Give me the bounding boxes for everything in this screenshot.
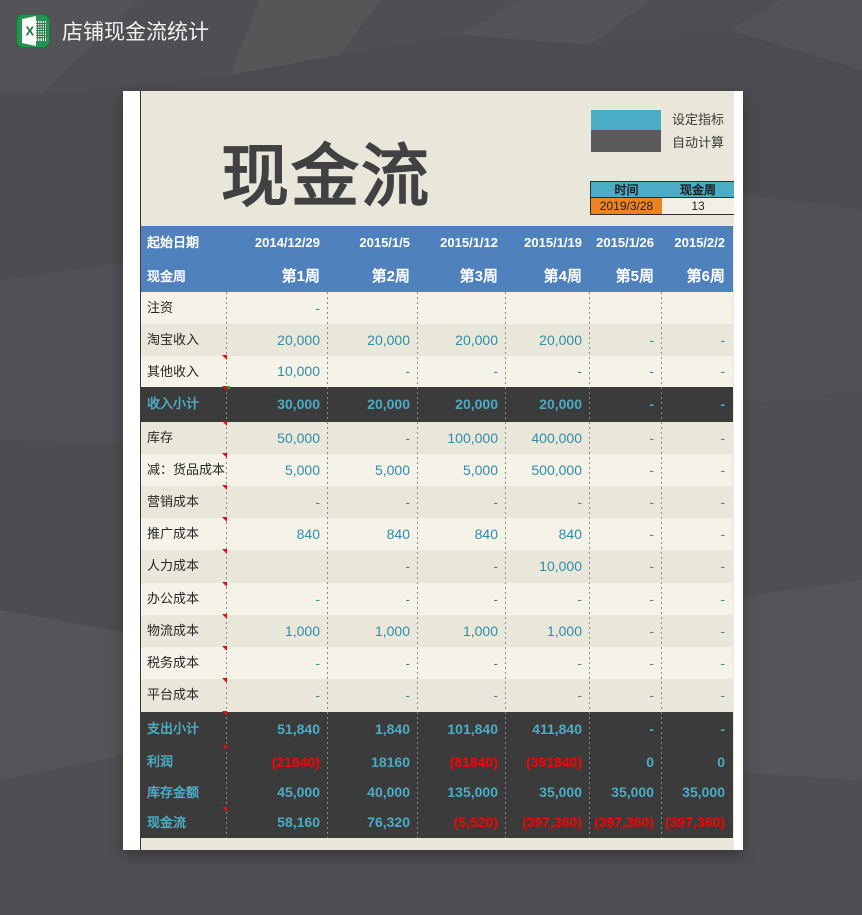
svg-text:X: X [26,24,35,39]
